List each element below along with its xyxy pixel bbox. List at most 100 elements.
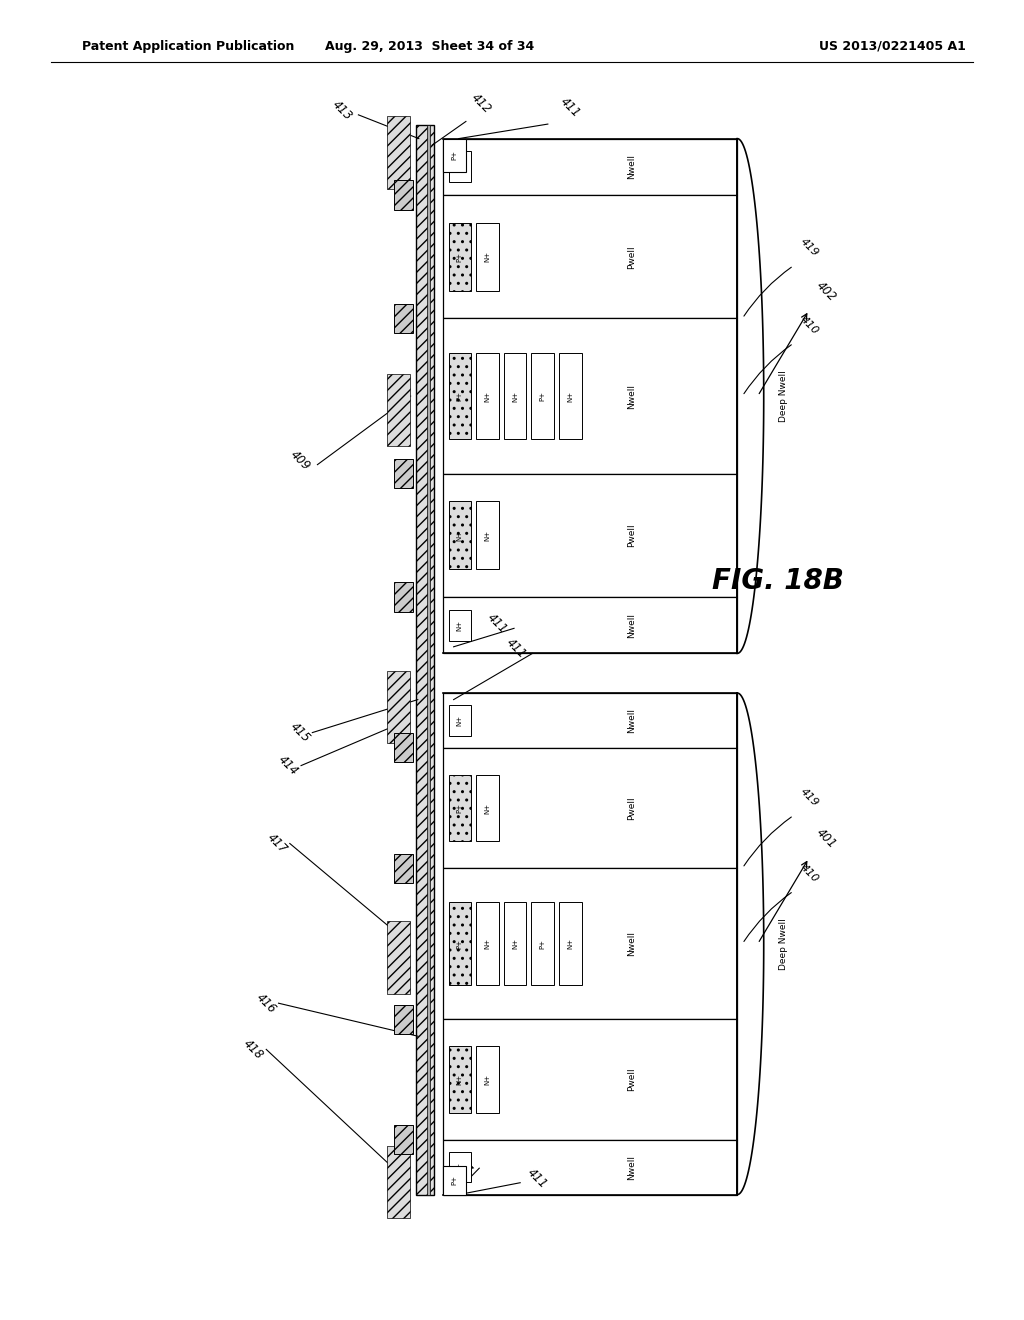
Bar — [476, 1047, 499, 1113]
Bar — [449, 903, 471, 985]
Bar — [449, 775, 471, 841]
Bar — [387, 116, 410, 189]
Text: Nwell: Nwell — [627, 1155, 636, 1180]
Text: Pwell: Pwell — [627, 524, 636, 546]
Text: N+: N+ — [484, 391, 490, 401]
Text: Deep Nwell: Deep Nwell — [779, 917, 788, 970]
Bar — [504, 903, 526, 985]
Bar — [394, 459, 413, 488]
Bar — [443, 597, 737, 653]
Text: Nwell: Nwell — [627, 932, 636, 956]
Bar — [394, 1005, 413, 1034]
Text: Nwell: Nwell — [627, 612, 636, 638]
Text: Nwell: Nwell — [627, 708, 636, 733]
Text: N+: N+ — [457, 619, 463, 631]
Text: P+: P+ — [457, 939, 463, 949]
Text: P+: P+ — [452, 1175, 458, 1185]
Bar — [449, 152, 471, 182]
Text: N+: N+ — [484, 939, 490, 949]
Text: P+: P+ — [452, 150, 458, 160]
Bar — [476, 775, 499, 841]
Bar — [443, 195, 737, 318]
Text: 417: 417 — [264, 830, 290, 857]
Bar — [504, 354, 526, 438]
Bar — [443, 318, 737, 474]
Bar — [476, 354, 499, 438]
Text: P+: P+ — [540, 391, 546, 401]
Bar — [531, 354, 554, 438]
Text: N+: N+ — [457, 529, 463, 541]
Text: N+: N+ — [457, 715, 463, 726]
Text: 407: 407 — [450, 1151, 475, 1177]
Bar — [387, 671, 410, 743]
Text: 416: 416 — [253, 990, 279, 1016]
Text: P+: P+ — [540, 939, 546, 949]
Bar — [387, 374, 410, 446]
Text: N+: N+ — [484, 251, 490, 263]
Bar — [443, 693, 737, 748]
Text: 411: 411 — [484, 610, 510, 636]
Text: N+: N+ — [512, 391, 518, 401]
Bar — [476, 502, 499, 569]
Bar — [531, 903, 554, 985]
Text: 419: 419 — [799, 787, 821, 809]
Bar — [394, 1125, 413, 1154]
Bar — [559, 903, 582, 985]
Bar — [449, 354, 471, 438]
Text: N+: N+ — [457, 161, 463, 173]
Text: 409: 409 — [287, 447, 312, 474]
Text: Nwell: Nwell — [627, 154, 636, 180]
Bar — [394, 181, 413, 210]
Bar — [387, 1146, 410, 1218]
Bar — [443, 139, 737, 195]
Text: P+: P+ — [457, 391, 463, 401]
Text: Pwell: Pwell — [627, 246, 636, 268]
Bar — [394, 304, 413, 333]
Bar — [559, 354, 582, 438]
Bar — [387, 921, 410, 994]
Text: FIG. 18B: FIG. 18B — [713, 566, 844, 595]
Text: 410: 410 — [799, 314, 821, 337]
Text: 419: 419 — [799, 236, 821, 259]
Text: 402: 402 — [814, 279, 840, 304]
Bar — [427, 125, 429, 1195]
Text: Nwell: Nwell — [627, 384, 636, 408]
Bar — [476, 223, 499, 290]
Text: 401: 401 — [814, 826, 840, 851]
Text: 418: 418 — [241, 1036, 266, 1063]
Bar — [449, 610, 471, 640]
Bar — [443, 748, 737, 869]
Bar — [443, 1019, 737, 1139]
Text: 415: 415 — [287, 719, 312, 746]
Text: N+: N+ — [512, 939, 518, 949]
Bar — [443, 1166, 466, 1195]
Text: 410: 410 — [799, 862, 821, 884]
Bar — [443, 1139, 737, 1195]
Text: Patent Application Publication: Patent Application Publication — [82, 40, 294, 53]
Bar — [443, 139, 466, 172]
Text: P+: P+ — [457, 803, 463, 813]
Bar — [449, 1047, 471, 1113]
Bar — [449, 502, 471, 569]
Text: N+: N+ — [484, 529, 490, 541]
Text: Pwell: Pwell — [627, 796, 636, 820]
Text: US 2013/0221405 A1: US 2013/0221405 A1 — [819, 40, 966, 53]
Bar — [416, 125, 434, 1195]
Text: 412: 412 — [469, 91, 495, 116]
Text: N+: N+ — [484, 803, 490, 813]
Text: N+: N+ — [567, 391, 573, 401]
Text: 414: 414 — [275, 752, 301, 779]
Bar — [449, 1152, 471, 1183]
Text: Deep Nwell: Deep Nwell — [779, 370, 788, 422]
Bar — [476, 903, 499, 985]
Text: N+: N+ — [457, 1074, 463, 1085]
Bar — [449, 223, 471, 290]
Text: N+: N+ — [484, 1074, 490, 1085]
Bar — [394, 734, 413, 763]
Bar — [449, 705, 471, 735]
Bar — [394, 854, 413, 883]
Text: Aug. 29, 2013  Sheet 34 of 34: Aug. 29, 2013 Sheet 34 of 34 — [326, 40, 535, 53]
Text: Pwell: Pwell — [627, 1068, 636, 1092]
Bar — [443, 474, 737, 597]
Text: P+: P+ — [457, 252, 463, 261]
